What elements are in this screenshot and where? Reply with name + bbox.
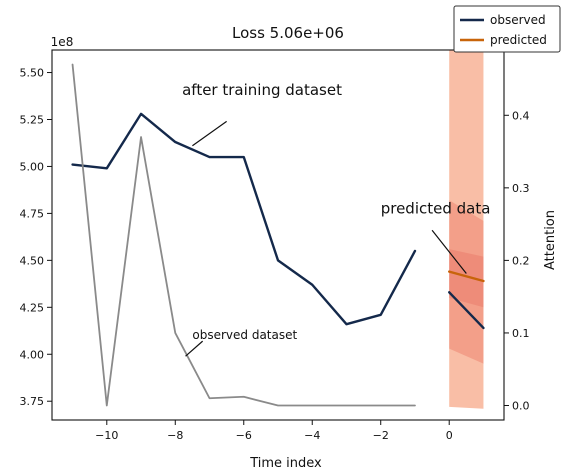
legend-label-predicted: predicted xyxy=(490,33,547,47)
legend: observed predicted xyxy=(453,5,561,53)
left-y-tick-label: 4.00 xyxy=(20,348,45,361)
annotations: after training dataset predicted data obse… xyxy=(182,81,491,357)
series-line-observed-forecast-window- xyxy=(448,291,485,330)
right-y-tick-label: 0.3 xyxy=(512,182,530,195)
x-tick-label: −10 xyxy=(95,429,118,442)
y-axis-multiplier: 1e8 xyxy=(51,35,74,49)
chart-title: Loss 5.06e+06 xyxy=(232,24,344,42)
series-line-observed xyxy=(71,112,417,326)
right-y-axis-label: Attention xyxy=(543,210,558,270)
annotation-arrow xyxy=(185,340,204,357)
axes xyxy=(51,49,505,421)
annotation-text: observed dataset xyxy=(192,328,297,342)
left-y-tick-label: 5.00 xyxy=(20,160,45,173)
plot-frame xyxy=(51,49,505,421)
left-y-tick-label: 4.50 xyxy=(20,254,45,267)
prediction-band-2 xyxy=(449,200,484,364)
right-y-tick-label: 0.1 xyxy=(512,327,530,340)
right-y-tick-label: 0.4 xyxy=(512,109,530,122)
left-y-tick-label: 5.25 xyxy=(20,113,45,126)
x-tick-label: −2 xyxy=(373,429,389,442)
right-y-tick-label: 0.2 xyxy=(512,254,530,267)
legend-label-observed: observed xyxy=(490,13,546,27)
x-tick-label: −8 xyxy=(167,429,183,442)
series-line-attention xyxy=(71,63,416,407)
x-tick-label: 0 xyxy=(446,429,453,442)
left-y-tick-label: 4.75 xyxy=(20,207,45,220)
right-y-tick-label: 0.0 xyxy=(512,399,530,412)
annotation-arrow xyxy=(431,229,467,274)
annotation-text: after training dataset xyxy=(182,81,342,99)
x-axis-label: Time index xyxy=(249,456,322,471)
x-tick-label: −4 xyxy=(304,429,320,442)
annotation-arrow xyxy=(192,120,227,147)
series-line-predicted xyxy=(448,270,485,283)
annotation-text: predicted data xyxy=(381,199,491,217)
x-tick-label: −6 xyxy=(236,429,252,442)
confidence-bands xyxy=(449,50,484,409)
left-y-tick-label: 4.25 xyxy=(20,301,45,314)
left-y-tick-label: 3.75 xyxy=(20,395,45,408)
left-y-tick-label: 5.50 xyxy=(20,67,45,80)
axis-ticks: −10 −8 −6 −4 −2 0 3.75 4.00 4.25 4.50 4.75 5.00 5.25… xyxy=(20,67,530,442)
series-lines xyxy=(71,63,485,407)
